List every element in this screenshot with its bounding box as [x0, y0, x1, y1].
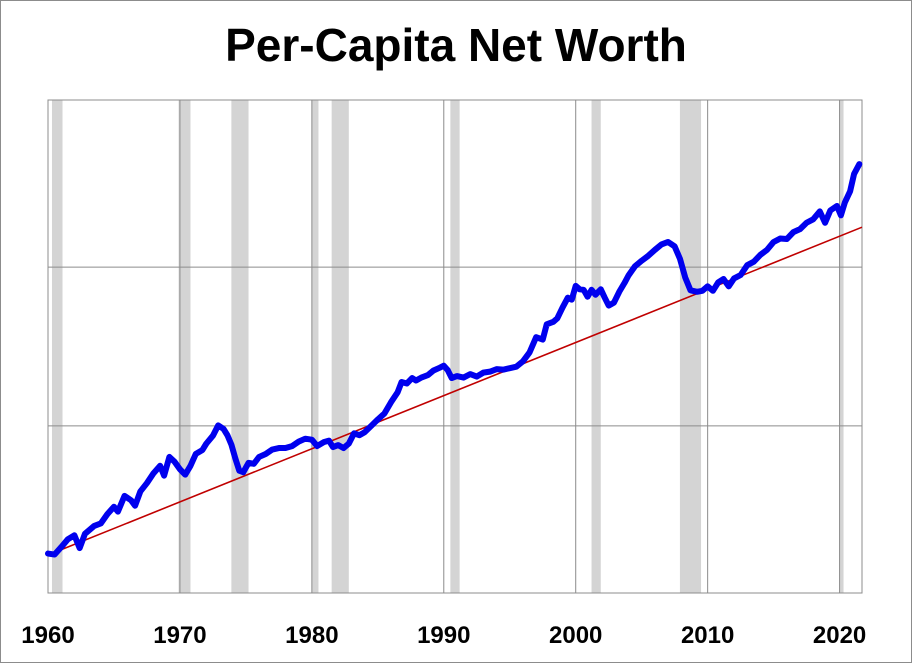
- plot-area-border: [47, 99, 863, 594]
- x-tick-label-1980: 1980: [285, 622, 338, 649]
- x-tick-label-1990: 1990: [417, 622, 470, 649]
- series-group: [45, 161, 863, 558]
- x-tick-label-2000: 2000: [549, 622, 602, 649]
- recession-band-8: [839, 100, 844, 593]
- x-tick-label-1970: 1970: [153, 622, 206, 649]
- net-worth-line: [45, 161, 863, 558]
- x-tick-labels-group: 1960 1970 1980 1990 2000 2010 2020: [21, 622, 866, 649]
- recession-shading-group: [51, 100, 844, 593]
- recession-band-5: [450, 100, 460, 593]
- recession-band-6: [591, 100, 601, 593]
- recession-band-2: [231, 100, 249, 593]
- chart-title: Per-Capita Net Worth: [225, 19, 687, 71]
- recession-band-7: [679, 100, 702, 593]
- recession-band-3: [311, 100, 319, 593]
- recession-band-1: [178, 100, 191, 593]
- gridlines-group: [47, 100, 862, 593]
- recession-band-0: [51, 100, 63, 593]
- x-tick-label-1960: 1960: [21, 622, 74, 649]
- recession-band-4: [331, 100, 349, 593]
- x-tick-label-2010: 2010: [681, 622, 734, 649]
- x-tick-label-2020: 2020: [813, 622, 866, 649]
